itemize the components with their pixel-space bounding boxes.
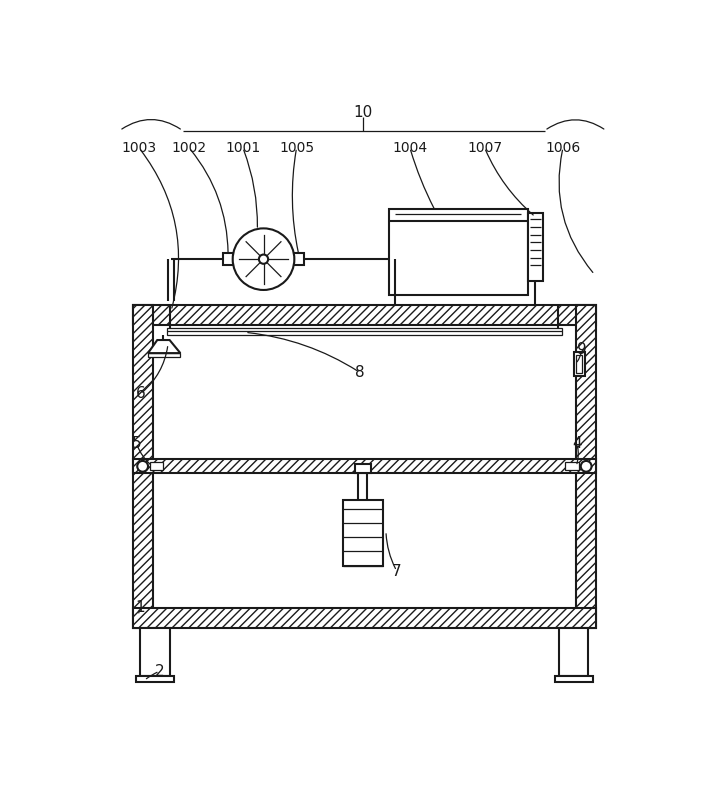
Bar	[566, 462, 579, 470]
Bar	[166, 328, 562, 335]
Bar	[343, 500, 383, 565]
Bar	[559, 628, 588, 676]
Bar	[573, 351, 585, 376]
Bar	[295, 253, 304, 266]
Bar	[132, 608, 596, 628]
Text: 7: 7	[392, 564, 401, 579]
Bar	[132, 305, 596, 324]
Text: 6: 6	[135, 386, 145, 401]
Circle shape	[259, 255, 268, 264]
Text: 1002: 1002	[171, 140, 207, 155]
Bar	[132, 459, 596, 473]
Text: 4: 4	[572, 435, 582, 450]
Bar	[355, 464, 370, 473]
Text: 1006: 1006	[545, 140, 581, 155]
Text: 9: 9	[576, 342, 586, 357]
Bar	[576, 354, 582, 374]
Text: 2: 2	[155, 664, 164, 679]
Text: 1001: 1001	[225, 140, 261, 155]
Bar	[140, 628, 170, 676]
Bar	[527, 213, 543, 281]
Text: 8: 8	[355, 365, 365, 380]
Bar	[224, 253, 233, 266]
Circle shape	[137, 461, 148, 472]
Bar	[389, 209, 527, 295]
Text: 1005: 1005	[279, 140, 314, 155]
Bar	[149, 462, 164, 470]
Text: 1007: 1007	[467, 140, 502, 155]
Bar	[136, 676, 174, 682]
Text: 10: 10	[353, 105, 372, 120]
Polygon shape	[148, 340, 181, 353]
Text: 5: 5	[132, 435, 142, 450]
Bar	[576, 305, 596, 628]
Text: 1004: 1004	[392, 140, 428, 155]
Bar	[132, 305, 153, 628]
Text: 1: 1	[135, 600, 145, 615]
Text: 1003: 1003	[121, 140, 156, 155]
Circle shape	[233, 228, 295, 290]
Bar	[148, 353, 181, 357]
Bar	[554, 676, 593, 682]
Circle shape	[581, 461, 592, 472]
